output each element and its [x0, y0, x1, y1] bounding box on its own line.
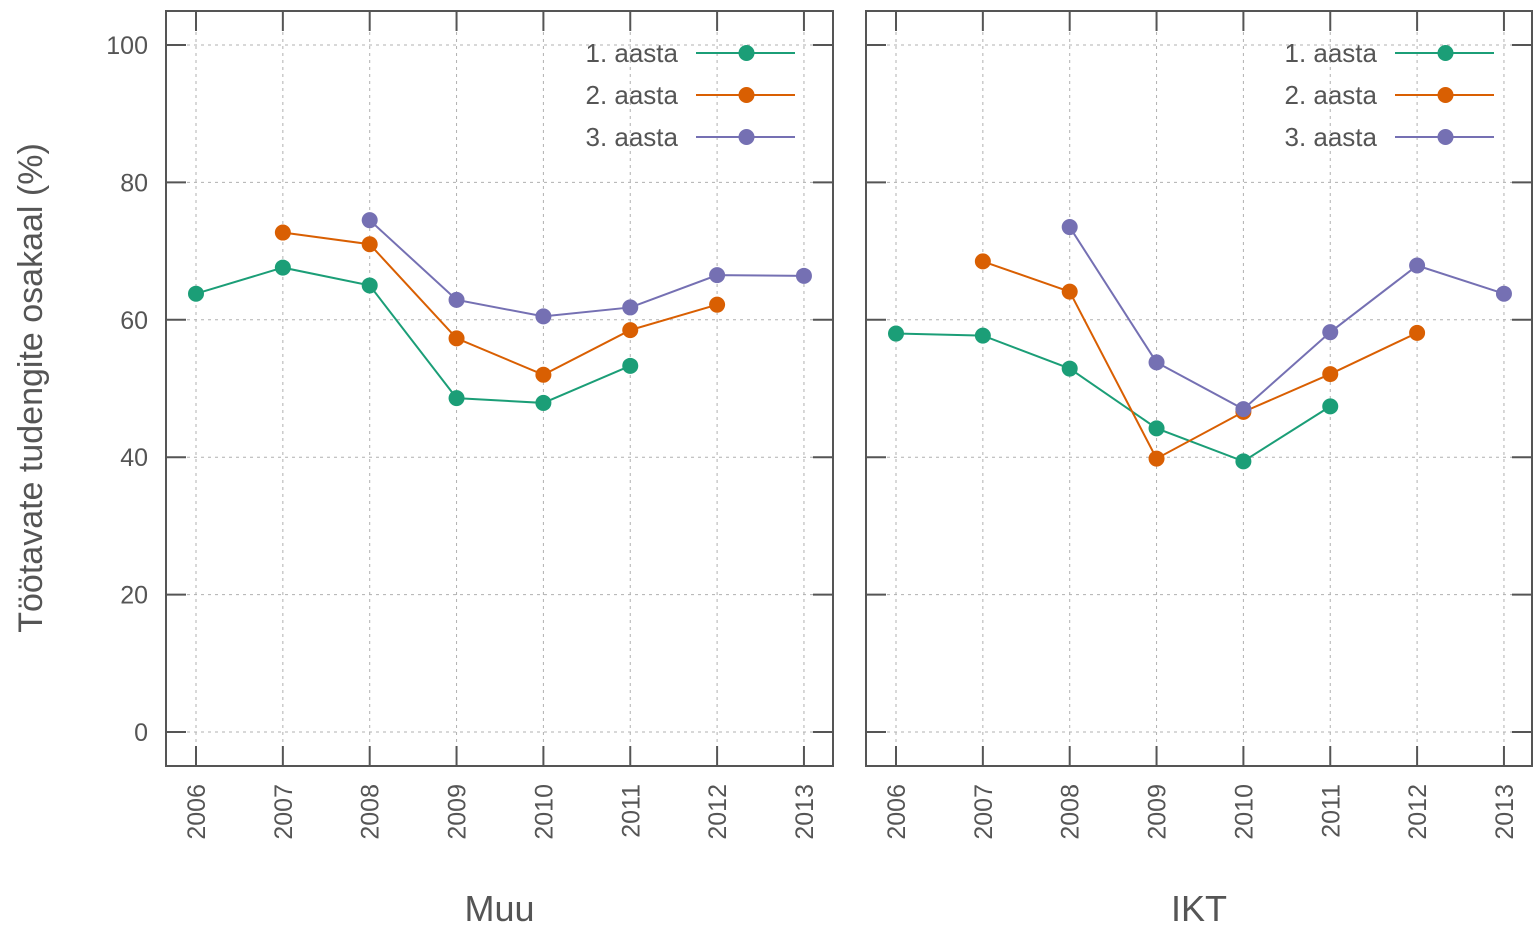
data-point: [361, 212, 378, 229]
series-line: [982, 260, 1418, 460]
x-tick-label: 2011: [1317, 784, 1345, 838]
series-3: [361, 212, 812, 325]
y-tick-label: 20: [120, 582, 148, 610]
x-tick-label: 2010: [530, 784, 558, 840]
data-point: [361, 277, 378, 294]
data-point: [1409, 257, 1426, 274]
data-point: [888, 325, 904, 342]
data-point: [974, 327, 991, 344]
series-3: [1061, 219, 1512, 418]
data-point: [709, 267, 726, 284]
legend-label: 3. aasta: [585, 122, 678, 152]
legend-label: 1. aasta: [585, 38, 678, 68]
x-tick-label: 2007: [970, 784, 998, 840]
series-2: [274, 224, 726, 383]
y-tick-label: 60: [120, 307, 148, 335]
panel-muu: 0 20 40 60 80 100 2006 2007 2008 2009 2010 2011 2012…: [106, 10, 834, 926]
legend-label: 2. aasta: [585, 80, 678, 110]
legend-label: 3. aasta: [1284, 122, 1377, 152]
data-point: [448, 390, 465, 407]
series-1: [888, 325, 1339, 470]
x-tick-label: 2013: [791, 784, 819, 840]
series-line: [195, 266, 631, 404]
data-point: [1148, 354, 1165, 371]
data-point: [1061, 360, 1078, 377]
y-tick-label: 80: [120, 169, 148, 197]
data-point: [709, 296, 726, 313]
legend-marker: [1437, 87, 1454, 103]
legend-label: 1. aasta: [1284, 38, 1377, 68]
x-tick-label: 2009: [1144, 784, 1172, 840]
x-tick-label: 2013: [1491, 784, 1519, 840]
x-tick-label: 2007: [270, 784, 298, 840]
data-point: [1148, 420, 1165, 437]
series-2: [974, 253, 1426, 467]
x-tick-label: 2006: [883, 784, 911, 840]
data-point: [622, 322, 639, 339]
x-tick-label: 2010: [1230, 784, 1258, 840]
data-point: [795, 267, 812, 284]
legend-marker: [1437, 129, 1454, 145]
series-line: [369, 219, 804, 318]
x-tick-label: 2012: [1404, 784, 1432, 840]
legend-label: 2. aasta: [1284, 80, 1377, 110]
data-point: [1235, 401, 1252, 418]
panel-ikt: 2006 2007 2008 2009 2010 2011 2012 2013 1. aasta…: [865, 10, 1533, 926]
data-point: [1061, 219, 1078, 236]
data-point: [535, 366, 552, 383]
series-line: [1068, 226, 1505, 411]
y-axis-label: Töötavate tudengite osakaal (%): [12, 143, 50, 633]
data-point: [622, 299, 639, 316]
data-point: [974, 253, 991, 270]
data-point: [1409, 324, 1426, 341]
y-tick-label: 0: [134, 719, 148, 747]
x-tick-label: 2012: [704, 784, 732, 840]
data-point: [535, 308, 552, 325]
data-point: [1322, 366, 1339, 383]
x-tick-label: 2008: [1057, 784, 1085, 840]
data-point: [1322, 324, 1339, 341]
y-tick-label: 40: [120, 444, 148, 472]
series-1: [188, 259, 639, 411]
y-tick-label: 100: [106, 32, 148, 60]
data-point: [361, 236, 378, 253]
series-line: [895, 332, 1331, 463]
data-point: [1235, 453, 1252, 470]
chart-panels: 0 20 40 60 80 100 2006 2007 2008 2009 2010 2011 2012…: [106, 10, 1533, 926]
data-point: [1061, 283, 1078, 300]
data-point: [1495, 285, 1512, 302]
legend-marker: [738, 45, 755, 61]
data-point: [622, 357, 639, 374]
data-point: [448, 330, 465, 347]
legend-marker: [1437, 45, 1454, 61]
plot-frame: [865, 10, 1533, 767]
panel-title: IKT: [1171, 888, 1227, 926]
data-point: [535, 394, 552, 411]
x-tick-label: 2009: [444, 784, 472, 840]
data-point: [188, 285, 204, 302]
data-point: [448, 291, 465, 308]
x-tick-label: 2008: [357, 784, 385, 840]
data-point: [274, 259, 291, 276]
legend-marker: [738, 87, 755, 103]
data-point: [1322, 398, 1339, 415]
x-tick-label: 2006: [183, 784, 211, 840]
panel-title: Muu: [464, 888, 534, 926]
series-line: [282, 231, 718, 376]
legend-marker: [738, 129, 755, 145]
x-tick-label: 2011: [617, 784, 645, 838]
data-point: [274, 224, 291, 241]
data-point: [1148, 450, 1165, 467]
plot-frame: [165, 10, 834, 767]
